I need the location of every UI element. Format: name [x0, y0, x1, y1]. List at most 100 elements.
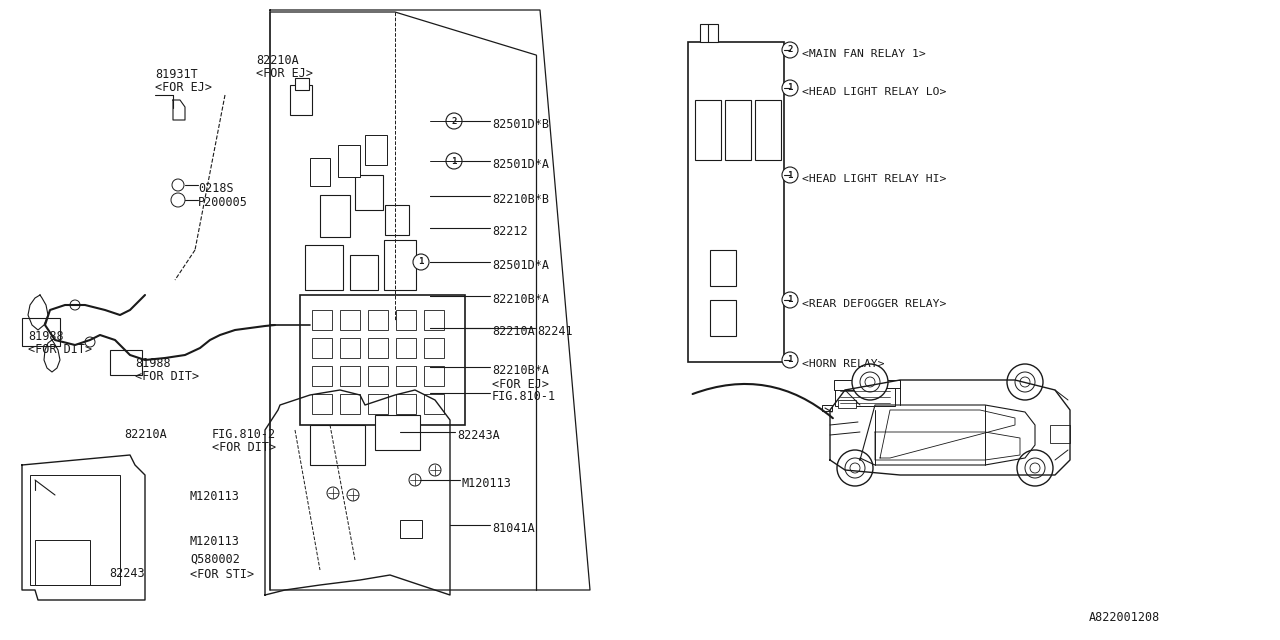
Text: P200005: P200005 [198, 196, 248, 209]
Text: 82501D*B: 82501D*B [492, 118, 549, 131]
Bar [365, 135, 387, 165]
Text: 82243: 82243 [109, 567, 145, 580]
Bar [396, 394, 416, 414]
Text: 82501D*A: 82501D*A [492, 158, 549, 171]
Bar [291, 85, 312, 115]
Bar [340, 338, 360, 358]
Bar [312, 310, 332, 330]
Text: FIG.810-2: FIG.810-2 [212, 428, 276, 441]
Text: <FOR DIT>: <FOR DIT> [134, 370, 200, 383]
Bar [22, 318, 60, 346]
Bar [724, 100, 751, 160]
Bar [29, 475, 120, 585]
Text: 0218S: 0218S [198, 182, 234, 195]
Circle shape [845, 458, 865, 478]
Circle shape [782, 292, 797, 308]
Text: <FOR STI>: <FOR STI> [189, 568, 255, 581]
Bar [424, 310, 444, 330]
Bar [340, 394, 360, 414]
Bar [822, 405, 832, 411]
Bar [310, 425, 365, 465]
Bar [424, 338, 444, 358]
Text: 1: 1 [452, 157, 457, 166]
Text: 82210A: 82210A [124, 428, 166, 441]
Circle shape [445, 113, 462, 129]
Bar [835, 388, 895, 406]
Bar [710, 250, 736, 286]
Bar [876, 380, 900, 388]
Bar [710, 300, 736, 336]
Circle shape [1018, 450, 1053, 486]
Circle shape [782, 167, 797, 183]
Text: FIG.810-1: FIG.810-1 [492, 390, 556, 403]
Bar [340, 366, 360, 386]
Bar [835, 380, 864, 390]
Text: <FOR EJ>: <FOR EJ> [256, 67, 314, 80]
Circle shape [850, 463, 860, 473]
Bar [838, 400, 856, 408]
Circle shape [782, 42, 797, 58]
Circle shape [172, 193, 186, 207]
Text: <HEAD LIGHT RELAY HI>: <HEAD LIGHT RELAY HI> [803, 174, 946, 184]
Text: 82243A: 82243A [457, 429, 499, 442]
Bar [300, 295, 465, 425]
Bar [689, 42, 783, 362]
Circle shape [131, 353, 140, 363]
Bar [338, 145, 360, 177]
Text: 1: 1 [787, 83, 792, 93]
Text: 2: 2 [787, 45, 792, 54]
Bar [396, 338, 416, 358]
Text: 1: 1 [419, 257, 424, 266]
Bar [695, 100, 721, 160]
Bar [384, 240, 416, 290]
Text: <REAR DEFOGGER RELAY>: <REAR DEFOGGER RELAY> [803, 299, 946, 309]
Text: 81931T: 81931T [155, 68, 197, 81]
Text: <FOR EJ>: <FOR EJ> [492, 378, 549, 391]
Circle shape [413, 254, 429, 270]
Bar [755, 100, 781, 160]
Bar [35, 540, 90, 585]
Circle shape [410, 474, 421, 486]
Text: 2: 2 [452, 116, 457, 125]
Bar [399, 520, 422, 538]
Circle shape [172, 179, 184, 191]
Bar [320, 195, 349, 237]
Bar [310, 158, 330, 186]
Circle shape [347, 489, 358, 501]
Text: 81988: 81988 [134, 357, 170, 370]
Bar [340, 310, 360, 330]
Text: 81988: 81988 [28, 330, 64, 343]
Bar [369, 338, 388, 358]
Bar [305, 245, 343, 290]
Bar [700, 24, 718, 42]
Circle shape [782, 352, 797, 368]
Bar [369, 366, 388, 386]
Text: 1: 1 [787, 355, 792, 365]
Text: 82210B*A: 82210B*A [492, 293, 549, 306]
Text: Q580002: Q580002 [189, 553, 239, 566]
Circle shape [1015, 372, 1036, 392]
Text: A822001208: A822001208 [1089, 611, 1160, 624]
Bar [424, 394, 444, 414]
Text: M120113: M120113 [462, 477, 512, 490]
Text: 82241: 82241 [538, 325, 572, 338]
Bar [1050, 425, 1070, 443]
Text: <HEAD LIGHT RELAY LO>: <HEAD LIGHT RELAY LO> [803, 87, 946, 97]
Circle shape [429, 464, 442, 476]
Circle shape [852, 364, 888, 400]
Text: <MAIN FAN RELAY 1>: <MAIN FAN RELAY 1> [803, 49, 925, 59]
Text: 82212: 82212 [492, 225, 527, 238]
Circle shape [1025, 458, 1044, 478]
Circle shape [1020, 377, 1030, 387]
Bar [396, 366, 416, 386]
Bar [312, 338, 332, 358]
Text: <FOR DIT>: <FOR DIT> [28, 343, 92, 356]
Circle shape [865, 377, 876, 387]
Bar [294, 78, 308, 90]
Text: 82210A: 82210A [492, 325, 535, 338]
Text: <FOR DIT>: <FOR DIT> [212, 441, 276, 454]
Bar [369, 394, 388, 414]
Bar [110, 350, 142, 375]
Text: 1: 1 [787, 170, 792, 179]
Text: M120113: M120113 [189, 535, 239, 548]
